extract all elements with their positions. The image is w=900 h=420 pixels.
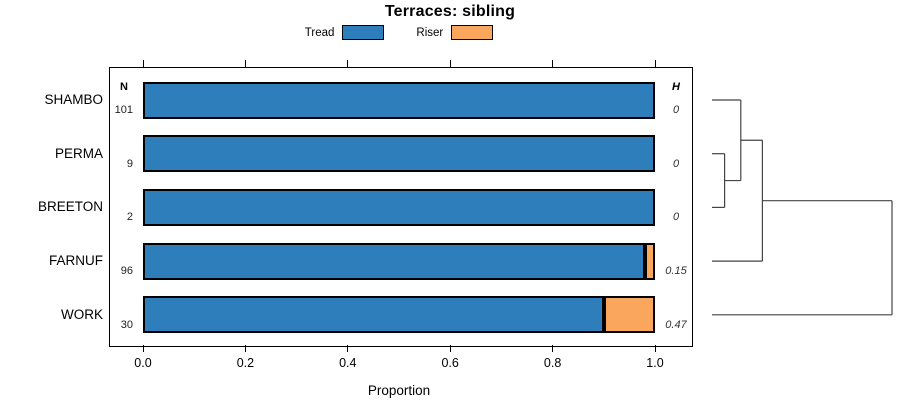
legend-label-tread: Tread	[304, 26, 335, 39]
category-label: FARNUF	[49, 253, 103, 269]
legend-label-riser: Riser	[416, 26, 444, 39]
x-axis-title: Proportion	[367, 383, 431, 398]
legend: Tread Riser	[143, 25, 655, 40]
h-column-header: H	[672, 81, 680, 93]
x-tick-top	[654, 60, 656, 67]
x-tick-top	[244, 60, 246, 67]
x-tick-bottom	[244, 345, 246, 352]
n-column-header: N	[120, 81, 128, 93]
legend-item-riser: Riser	[416, 25, 494, 40]
h-value: 0	[672, 211, 680, 224]
h-value: 0	[672, 104, 680, 116]
x-tick-label: 0.2	[236, 356, 255, 370]
plot-area	[109, 67, 693, 347]
category-label: PERMA	[54, 145, 103, 161]
h-value: 0	[672, 157, 680, 170]
x-tick-bottom	[552, 345, 554, 352]
category-label: SHAMBO	[44, 92, 103, 107]
x-tick-label: 0.8	[543, 356, 562, 370]
chart-title: Terraces: sibling	[384, 3, 516, 20]
category-label: WORK	[61, 306, 103, 322]
x-tick-bottom	[347, 345, 349, 352]
bar-segment-riser	[644, 242, 655, 280]
n-value: 9	[126, 157, 133, 170]
bar-segment-riser	[603, 296, 655, 334]
bar-segment-tread	[143, 81, 655, 119]
x-tick-top	[552, 60, 554, 67]
tread-swatch	[342, 25, 385, 40]
bar-segment-tread	[143, 188, 655, 226]
x-tick-label: 0.0	[134, 356, 152, 370]
bar-segment-tread	[143, 242, 645, 280]
x-tick-label: 0.4	[339, 356, 357, 370]
n-value: 30	[120, 318, 133, 331]
x-tick-label: 1.0	[646, 356, 664, 370]
n-value: 2	[126, 211, 133, 224]
x-tick-bottom	[654, 345, 656, 352]
h-value: 0.15	[665, 265, 687, 278]
bar-segment-tread	[143, 296, 604, 334]
x-tick-label: 0.6	[441, 356, 459, 370]
x-tick-top	[347, 60, 349, 67]
riser-swatch	[451, 25, 494, 40]
n-value: 101	[114, 104, 133, 116]
h-value: 0.47	[665, 318, 687, 331]
legend-item-tread: Tread	[305, 25, 385, 40]
n-value: 96	[120, 265, 133, 278]
x-tick-bottom	[142, 345, 144, 352]
category-label: BREETON	[37, 199, 103, 215]
x-tick-bottom	[449, 345, 451, 352]
x-tick-top	[449, 60, 451, 67]
bar-segment-tread	[143, 135, 655, 173]
x-tick-top	[142, 60, 144, 67]
